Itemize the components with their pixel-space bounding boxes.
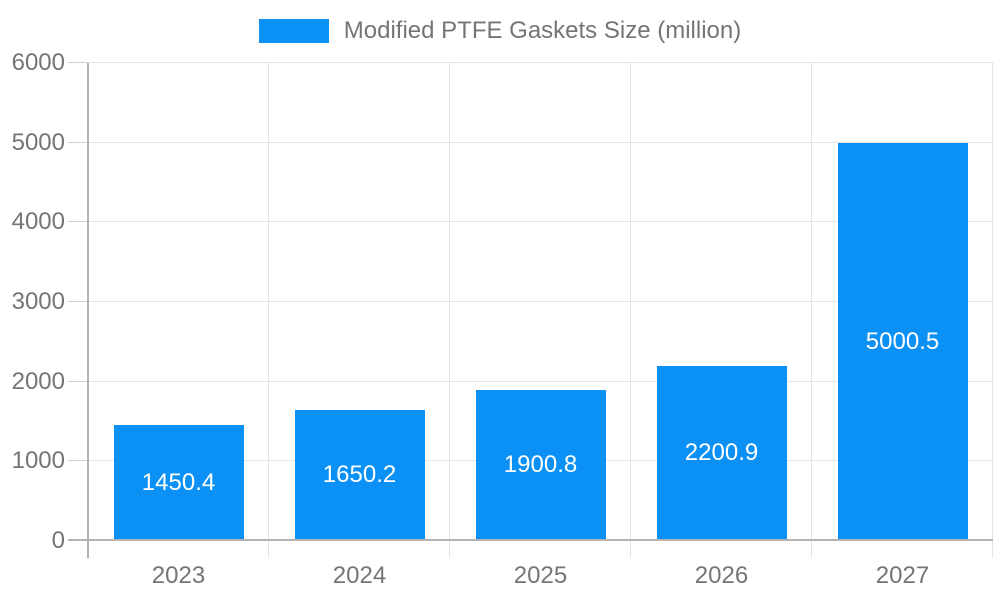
y-axis-tick-label: 1000 <box>11 447 65 475</box>
y-axis-tick <box>68 460 88 462</box>
bar-2024[interactable]: 1650.2 <box>294 409 425 541</box>
y-axis-tick-label: 5000 <box>11 128 65 156</box>
bar-2023[interactable]: 1450.4 <box>113 425 244 541</box>
y-axis-tick-label: 2000 <box>11 367 65 395</box>
y-axis-line <box>87 63 89 558</box>
vertical-gridline <box>992 63 993 558</box>
bar-value-label: 1450.4 <box>141 469 216 497</box>
y-axis-tick-label: 0 <box>51 527 65 554</box>
horizontal-gridline <box>88 380 993 382</box>
x-axis-line <box>68 539 993 541</box>
bar-2027[interactable]: 5000.5 <box>837 142 968 541</box>
vertical-gridline <box>630 63 631 558</box>
vertical-gridline <box>268 63 269 558</box>
vertical-gridline <box>811 63 812 558</box>
bar-2026[interactable]: 2200.9 <box>656 365 787 541</box>
bar-value-label: 5000.5 <box>865 327 940 355</box>
y-axis-tick <box>68 380 88 382</box>
legend[interactable]: Modified PTFE Gaskets Size (million) <box>0 14 1000 48</box>
x-axis-tick-label: 2024 <box>332 562 387 589</box>
y-axis-tick <box>68 141 88 143</box>
y-axis-tick <box>68 221 88 223</box>
y-axis-tick-label: 4000 <box>11 208 65 236</box>
y-axis-tick <box>68 301 88 302</box>
x-axis-tick-label: 2025 <box>513 562 568 589</box>
vertical-gridline <box>449 63 450 558</box>
x-axis-tick-label: 2026 <box>694 562 749 589</box>
plot-area: 0 1000 2000 3000 4000 5000 6000 1450.4 2023 1650.… <box>12 49 993 589</box>
bar-2025[interactable]: 1900.8 <box>475 389 606 541</box>
y-axis-tick-label: 3000 <box>11 288 65 315</box>
bar-value-label: 2200.9 <box>684 439 759 467</box>
horizontal-gridline <box>88 62 993 63</box>
horizontal-gridline <box>88 141 993 143</box>
legend-swatch-icon <box>258 19 329 43</box>
horizontal-gridline <box>88 221 993 223</box>
x-axis-tick-label: 2023 <box>151 562 206 589</box>
y-axis-tick-label: 6000 <box>11 49 65 76</box>
bar-value-label: 1900.8 <box>503 451 578 479</box>
legend-label: Modified PTFE Gaskets Size (million) <box>343 17 742 44</box>
x-axis-tick-label: 2027 <box>875 562 930 589</box>
horizontal-gridline <box>88 301 993 302</box>
y-axis-tick <box>68 62 88 63</box>
bar-value-label: 1650.2 <box>322 461 397 489</box>
